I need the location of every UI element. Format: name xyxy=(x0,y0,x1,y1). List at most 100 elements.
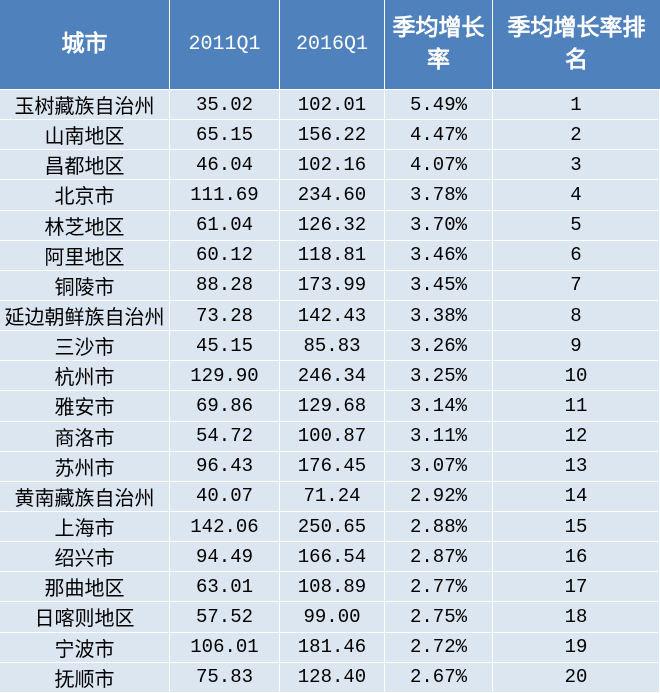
header-city: 城市 xyxy=(0,0,170,89)
value-2016q1-cell: 99.00 xyxy=(280,602,385,632)
rank-cell: 16 xyxy=(493,542,660,572)
value-2011q1-cell: 69.86 xyxy=(170,391,280,421)
growth-rate-cell: 2.92% xyxy=(385,481,493,511)
rank-cell: 3 xyxy=(493,150,660,180)
header-growth-rank: 季均增长率排名 xyxy=(507,15,646,73)
value-2011q1-cell: 60.12 xyxy=(170,240,280,270)
city-cell: 北京市 xyxy=(0,180,170,210)
value-2011q1-cell: 111.69 xyxy=(170,180,280,210)
value-2016q1-cell: 71.24 xyxy=(280,481,385,511)
table-row: 黄南藏族自治州 40.07 71.24 2.92% 14 xyxy=(0,481,660,512)
value-2016q1-cell: 118.81 xyxy=(280,240,385,270)
city-cell: 黄南藏族自治州 xyxy=(0,481,170,511)
rank-cell: 6 xyxy=(493,240,660,270)
table-row: 阿里地区 60.12 118.81 3.46% 6 xyxy=(0,240,660,271)
table-row: 三沙市 45.15 85.83 3.26% 9 xyxy=(0,331,660,362)
rank-cell: 12 xyxy=(493,421,660,451)
rank-cell: 5 xyxy=(493,210,660,240)
value-2011q1-cell: 129.90 xyxy=(170,361,280,391)
city-cell: 宁波市 xyxy=(0,632,170,662)
table-row: 北京市 111.69 234.60 3.78% 4 xyxy=(0,180,660,211)
city-cell: 那曲地区 xyxy=(0,572,170,602)
table-row: 抚顺市 75.83 128.40 2.67% 20 xyxy=(0,662,660,693)
city-cell: 昌都地区 xyxy=(0,150,170,180)
value-2011q1-cell: 106.01 xyxy=(170,632,280,662)
value-2011q1-cell: 40.07 xyxy=(170,481,280,511)
value-2011q1-cell: 45.15 xyxy=(170,331,280,361)
growth-rate-cell: 3.26% xyxy=(385,331,493,361)
city-cell: 商洛市 xyxy=(0,421,170,451)
value-2011q1-cell: 63.01 xyxy=(170,572,280,602)
city-cell: 雅安市 xyxy=(0,391,170,421)
city-cell: 抚顺市 xyxy=(0,662,170,692)
rank-cell: 7 xyxy=(493,270,660,300)
growth-rate-cell: 2.88% xyxy=(385,511,493,542)
city-cell: 林芝地区 xyxy=(0,210,170,240)
city-cell: 苏州市 xyxy=(0,451,170,481)
growth-rate-cell: 2.77% xyxy=(385,572,493,602)
value-2016q1-cell: 250.65 xyxy=(280,511,385,542)
value-2011q1-cell: 88.28 xyxy=(170,270,280,300)
city-cell: 铜陵市 xyxy=(0,270,170,300)
value-2016q1-cell: 128.40 xyxy=(280,662,385,692)
table-header-row: 城市 2011Q1 2016Q1 季均增长率 季均增长率排名 xyxy=(0,0,660,90)
growth-rate-cell: 2.87% xyxy=(385,542,493,572)
city-cell: 上海市 xyxy=(0,511,170,542)
value-2011q1-cell: 54.72 xyxy=(170,421,280,451)
value-2016q1-cell: 108.89 xyxy=(280,572,385,602)
table-row: 延边朝鲜族自治州 73.28 142.43 3.38% 8 xyxy=(0,300,660,332)
value-2016q1-cell: 166.54 xyxy=(280,542,385,572)
value-2016q1-cell: 142.43 xyxy=(280,300,385,331)
value-2011q1-cell: 57.52 xyxy=(170,602,280,632)
growth-rate-cell: 2.67% xyxy=(385,662,493,692)
table-row: 绍兴市 94.49 166.54 2.87% 16 xyxy=(0,542,660,573)
table-row: 苏州市 96.43 176.45 3.07% 13 xyxy=(0,451,660,482)
rank-cell: 9 xyxy=(493,331,660,361)
growth-rate-cell: 3.07% xyxy=(385,451,493,481)
rank-cell: 8 xyxy=(493,300,660,331)
growth-rate-cell: 3.38% xyxy=(385,300,493,331)
growth-rate-cell: 3.14% xyxy=(385,391,493,421)
city-cell: 绍兴市 xyxy=(0,542,170,572)
growth-rate-cell: 4.47% xyxy=(385,120,493,150)
table-row: 昌都地区 46.04 102.16 4.07% 3 xyxy=(0,150,660,181)
value-2011q1-cell: 73.28 xyxy=(170,300,280,331)
growth-rate-cell: 5.49% xyxy=(385,90,493,120)
rank-cell: 20 xyxy=(493,662,660,692)
value-2016q1-cell: 100.87 xyxy=(280,421,385,451)
rank-cell: 13 xyxy=(493,451,660,481)
table-row: 日喀则地区 57.52 99.00 2.75% 18 xyxy=(0,602,660,633)
growth-rate-cell: 3.11% xyxy=(385,421,493,451)
city-cell: 杭州市 xyxy=(0,361,170,391)
rank-cell: 1 xyxy=(493,90,660,120)
value-2016q1-cell: 173.99 xyxy=(280,270,385,300)
value-2016q1-cell: 102.01 xyxy=(280,90,385,120)
value-2011q1-cell: 96.43 xyxy=(170,451,280,481)
value-2016q1-cell: 156.22 xyxy=(280,120,385,150)
value-2016q1-cell: 234.60 xyxy=(280,180,385,210)
growth-rate-cell: 3.78% xyxy=(385,180,493,210)
table-row: 宁波市 106.01 181.46 2.72% 19 xyxy=(0,632,660,663)
city-cell: 阿里地区 xyxy=(0,240,170,270)
table-row: 那曲地区 63.01 108.89 2.77% 17 xyxy=(0,572,660,603)
header-growth-rate: 季均增长率 xyxy=(385,0,493,89)
table-row: 铜陵市 88.28 173.99 3.45% 7 xyxy=(0,270,660,301)
value-2011q1-cell: 142.06 xyxy=(170,511,280,542)
table-row: 雅安市 69.86 129.68 3.14% 11 xyxy=(0,391,660,422)
table-row: 商洛市 54.72 100.87 3.11% 12 xyxy=(0,421,660,452)
rank-cell: 4 xyxy=(493,180,660,210)
rank-cell: 11 xyxy=(493,391,660,421)
value-2011q1-cell: 65.15 xyxy=(170,120,280,150)
value-2016q1-cell: 176.45 xyxy=(280,451,385,481)
city-cell: 山南地区 xyxy=(0,120,170,150)
value-2016q1-cell: 129.68 xyxy=(280,391,385,421)
city-cell: 三沙市 xyxy=(0,331,170,361)
value-2016q1-cell: 102.16 xyxy=(280,150,385,180)
city-cell: 玉树藏族自治州 xyxy=(0,90,170,120)
rank-cell: 10 xyxy=(493,361,660,391)
rank-cell: 14 xyxy=(493,481,660,511)
value-2011q1-cell: 94.49 xyxy=(170,542,280,572)
value-2011q1-cell: 75.83 xyxy=(170,662,280,692)
value-2016q1-cell: 181.46 xyxy=(280,632,385,662)
